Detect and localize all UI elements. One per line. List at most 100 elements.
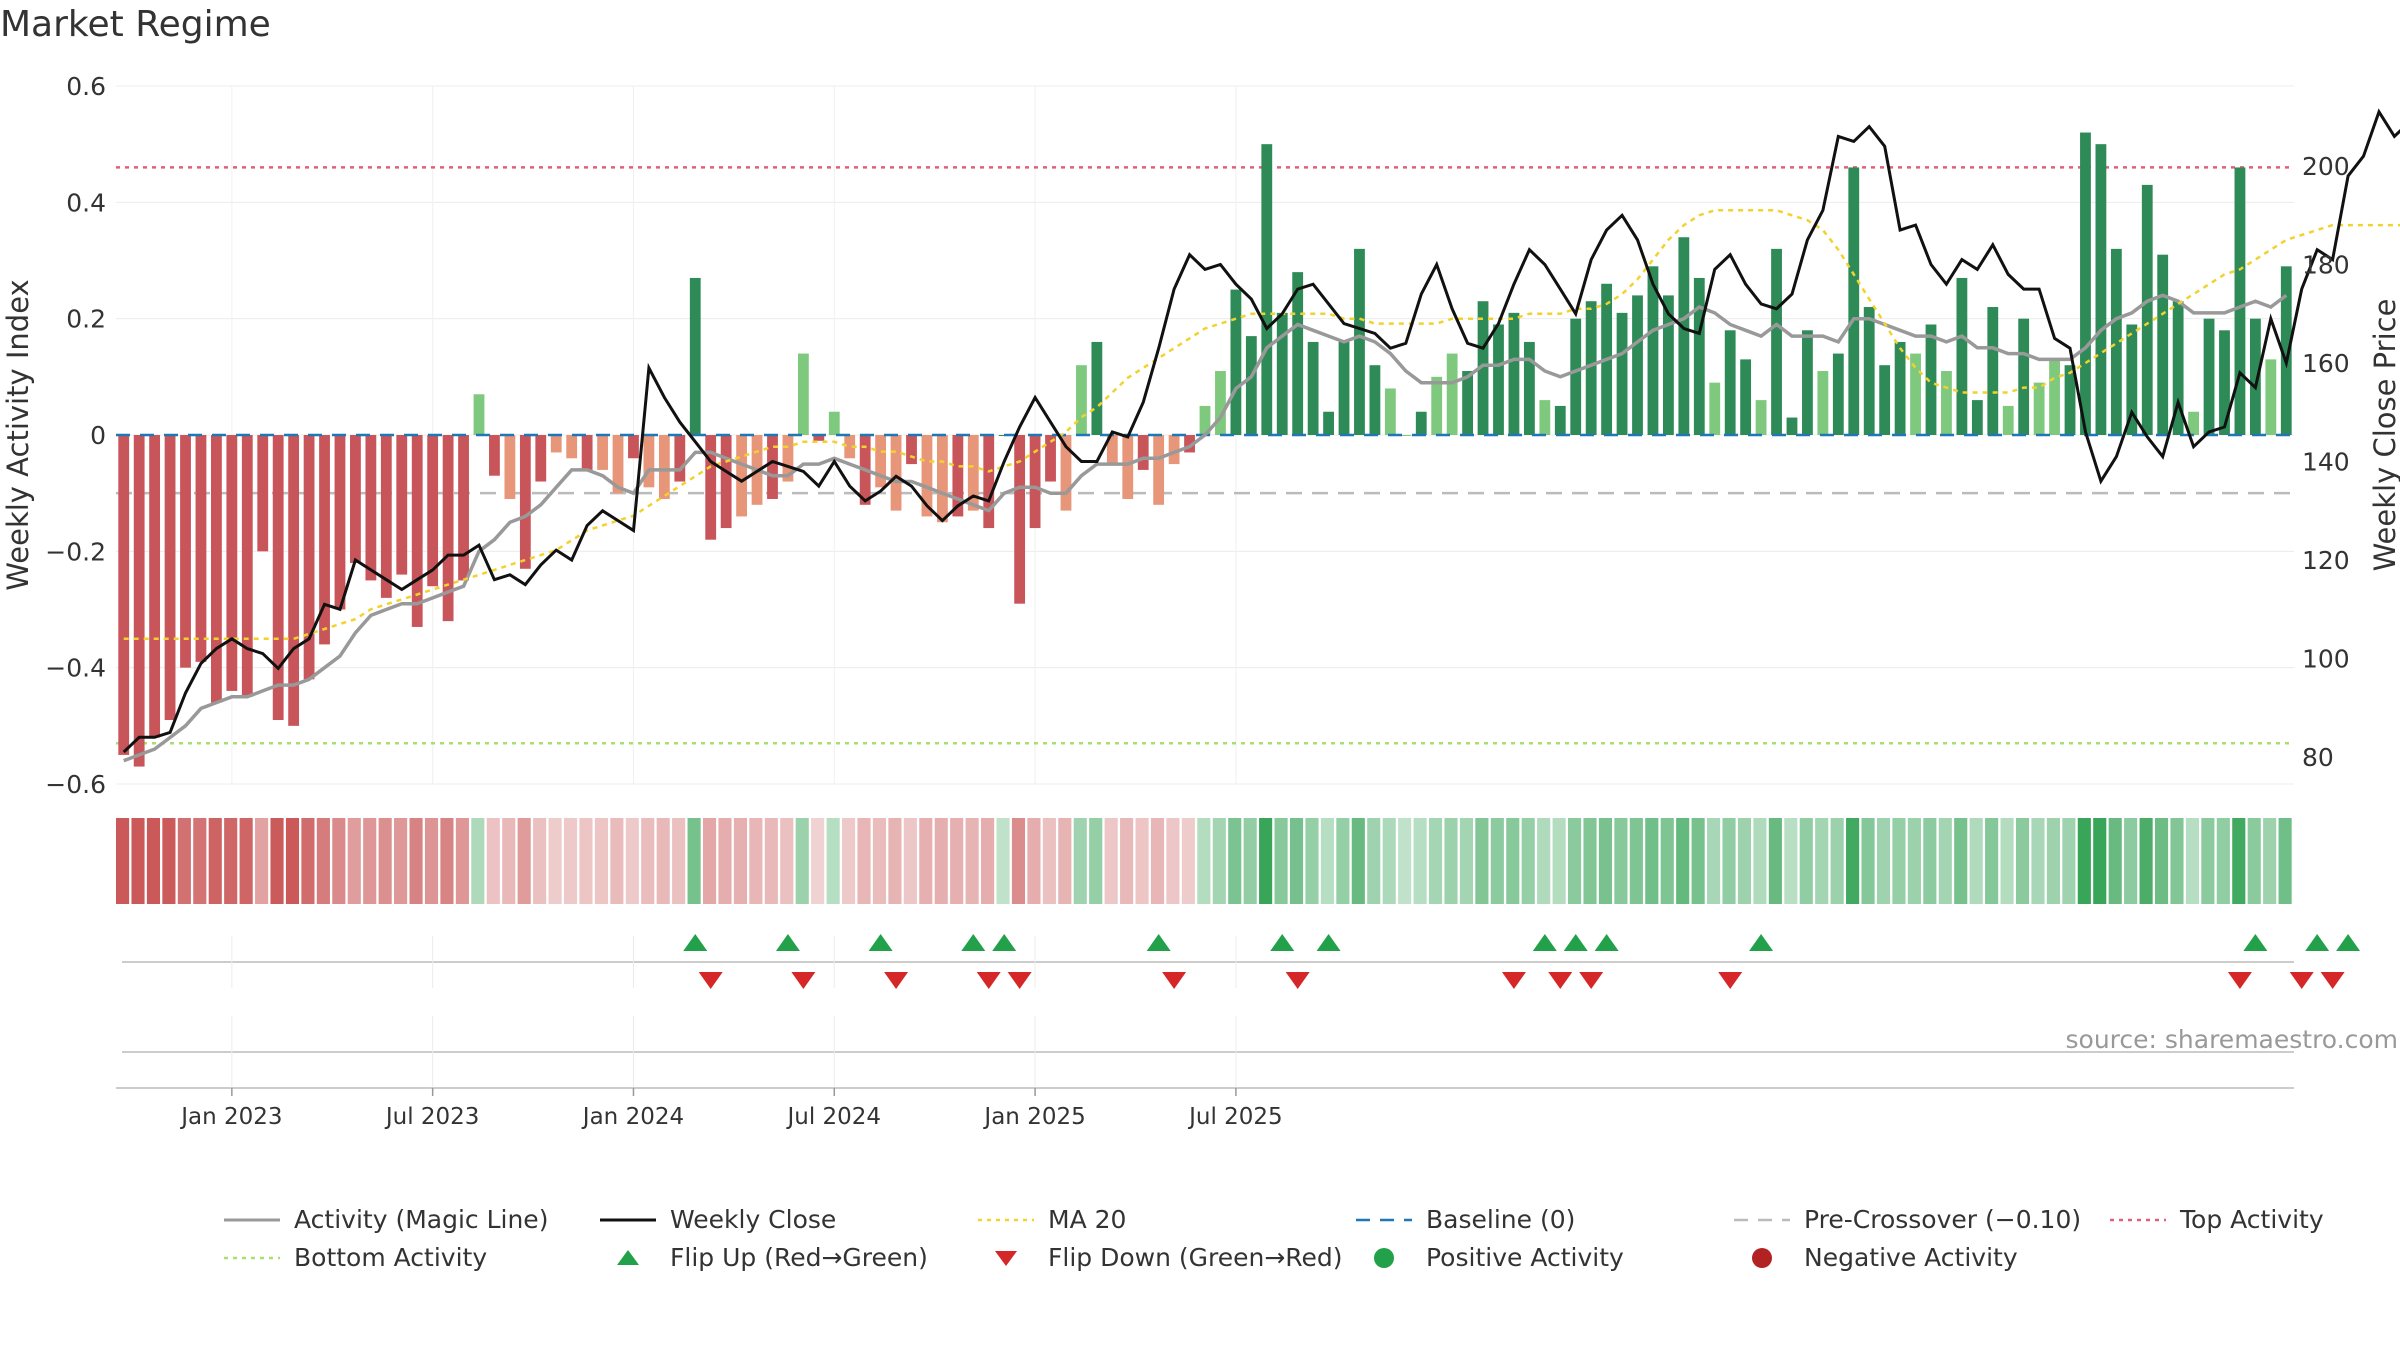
regime-cell-38 [702, 818, 717, 904]
regime-cell-118 [1938, 818, 1952, 904]
legend-item-flip_up: Flip Up (Red→Green) [598, 1243, 928, 1272]
activity-bar-60 [1045, 435, 1056, 482]
regime-cell-4 [177, 818, 191, 904]
activity-bar-122 [2002, 405, 2014, 435]
activity-bar-32 [612, 435, 624, 494]
activity-bar-77 [1307, 341, 1319, 435]
ma20-line [123, 209, 2400, 641]
magic-line [123, 293, 2288, 763]
activity-bar-64 [1106, 435, 1118, 465]
activity-bar-104 [1724, 330, 1736, 435]
activity-bar-35 [658, 435, 670, 499]
y-right-tick-label-5: 100 [2302, 645, 2350, 674]
regime-cell-30 [579, 818, 593, 904]
regime-cell-44 [795, 818, 809, 904]
regime-cell-36 [672, 818, 686, 904]
regime-cell-84 [1413, 818, 1427, 904]
x-tick-label-1: Jul 2023 [384, 1104, 480, 1130]
y-left-tick-label-3: 0 [90, 421, 106, 450]
legend-label-baseline: Baseline (0) [1426, 1205, 1576, 1234]
regime-cell-76 [1289, 818, 1304, 904]
legend-swatch-close [600, 1218, 656, 1221]
activity-bar-18 [396, 435, 408, 575]
legend-item-ma20: MA 20 [976, 1205, 1126, 1234]
regime-cell-28 [548, 818, 562, 904]
activity-bar-88 [1477, 301, 1489, 435]
activity-bar-62 [1076, 365, 1087, 435]
legend-item-bottom: Bottom Activity [222, 1243, 487, 1272]
legend-swatch-flip_down [995, 1250, 1017, 1266]
activity-bar-125 [2049, 359, 2060, 435]
activity-bar-10 [272, 435, 284, 721]
regime-cell-14 [332, 818, 346, 904]
legend-swatch-top [2110, 1218, 2166, 1221]
regime-cell-6 [208, 818, 222, 904]
activity-bar-105 [1740, 359, 1752, 435]
activity-bar-16 [365, 435, 377, 581]
activity-bar-108 [1786, 417, 1798, 435]
flip-down-marker-5 [1162, 972, 1187, 989]
activity-bar-138 [2249, 318, 2261, 435]
x-tick-label-0: Jan 2023 [179, 1104, 282, 1130]
regime-cell-74 [1259, 818, 1273, 904]
activity-bar-133 [2172, 301, 2184, 435]
x-tick-label-2: Jan 2024 [581, 1104, 684, 1130]
regime-cell-34 [641, 818, 655, 904]
regime-cell-45 [811, 818, 825, 904]
regime-cell-128 [2093, 818, 2107, 904]
legend-swatch-pos_dot [1374, 1247, 1394, 1268]
regime-cell-56 [981, 818, 995, 904]
activity-bar-132 [2157, 254, 2169, 435]
y-left-tick-label-0: 0.6 [66, 72, 106, 101]
activity-bar-63 [1091, 341, 1103, 435]
regime-cell-126 [2062, 818, 2076, 904]
regime-cell-16 [363, 818, 377, 904]
activity-bar-26 [519, 435, 531, 569]
activity-bar-127 [2080, 132, 2091, 436]
regime-cell-66 [1135, 818, 1149, 904]
y-left-tick-label-2: 0.2 [66, 305, 106, 334]
regime-cell-129 [2108, 818, 2122, 904]
flip-up-marker-12 [2243, 934, 2268, 951]
regime-cell-130 [2124, 818, 2138, 904]
regime-cell-69 [1181, 818, 1195, 904]
regime-cell-94 [1568, 818, 1582, 904]
x-tick-label-5: Jul 2025 [1187, 1104, 1283, 1130]
flip-up-marker-0 [683, 934, 708, 951]
flip-down-marker-11 [2227, 972, 2252, 989]
regime-cell-138 [2247, 818, 2261, 904]
regime-cell-1 [131, 818, 145, 904]
flip-down-marker-10 [1718, 972, 1743, 989]
activity-bar-39 [720, 435, 732, 529]
regime-cell-91 [1521, 818, 1535, 904]
regime-cell-107 [1768, 818, 1782, 904]
activity-bar-115 [1894, 341, 1906, 435]
activity-bar-25 [504, 435, 516, 499]
flip-down-marker-9 [1579, 972, 1604, 989]
regime-cell-103 [1707, 818, 1721, 904]
y-right-tick-label-6: 80 [2302, 743, 2334, 772]
activity-bar-17 [380, 435, 392, 598]
activity-bar-54 [952, 435, 964, 517]
regime-cell-111 [1830, 818, 1844, 904]
activity-bar-0 [118, 435, 130, 755]
regime-cell-52 [919, 818, 933, 904]
regime-cell-70 [1197, 818, 1211, 904]
activity-bar-13 [319, 435, 330, 645]
flip-up-marker-14 [2336, 934, 2361, 951]
regime-cell-100 [1660, 818, 1674, 904]
activity-bar-12 [303, 435, 315, 680]
y-right-tick-label-3: 140 [2302, 448, 2350, 477]
regime-cell-120 [1969, 818, 1983, 904]
regime-cell-41 [749, 818, 763, 904]
activity-bar-42 [767, 435, 778, 499]
activity-bar-19 [411, 435, 423, 627]
regime-cell-31 [594, 818, 608, 904]
regime-cell-112 [1846, 818, 1860, 904]
flip-up-marker-7 [1316, 934, 1341, 951]
activity-bar-118 [1941, 371, 1952, 435]
legend-swatch-flip_up [617, 1249, 639, 1265]
activity-bar-31 [597, 435, 608, 470]
y-right-axis-label: Weekly Close Price [2368, 299, 2400, 572]
activity-bar-33 [628, 435, 639, 459]
